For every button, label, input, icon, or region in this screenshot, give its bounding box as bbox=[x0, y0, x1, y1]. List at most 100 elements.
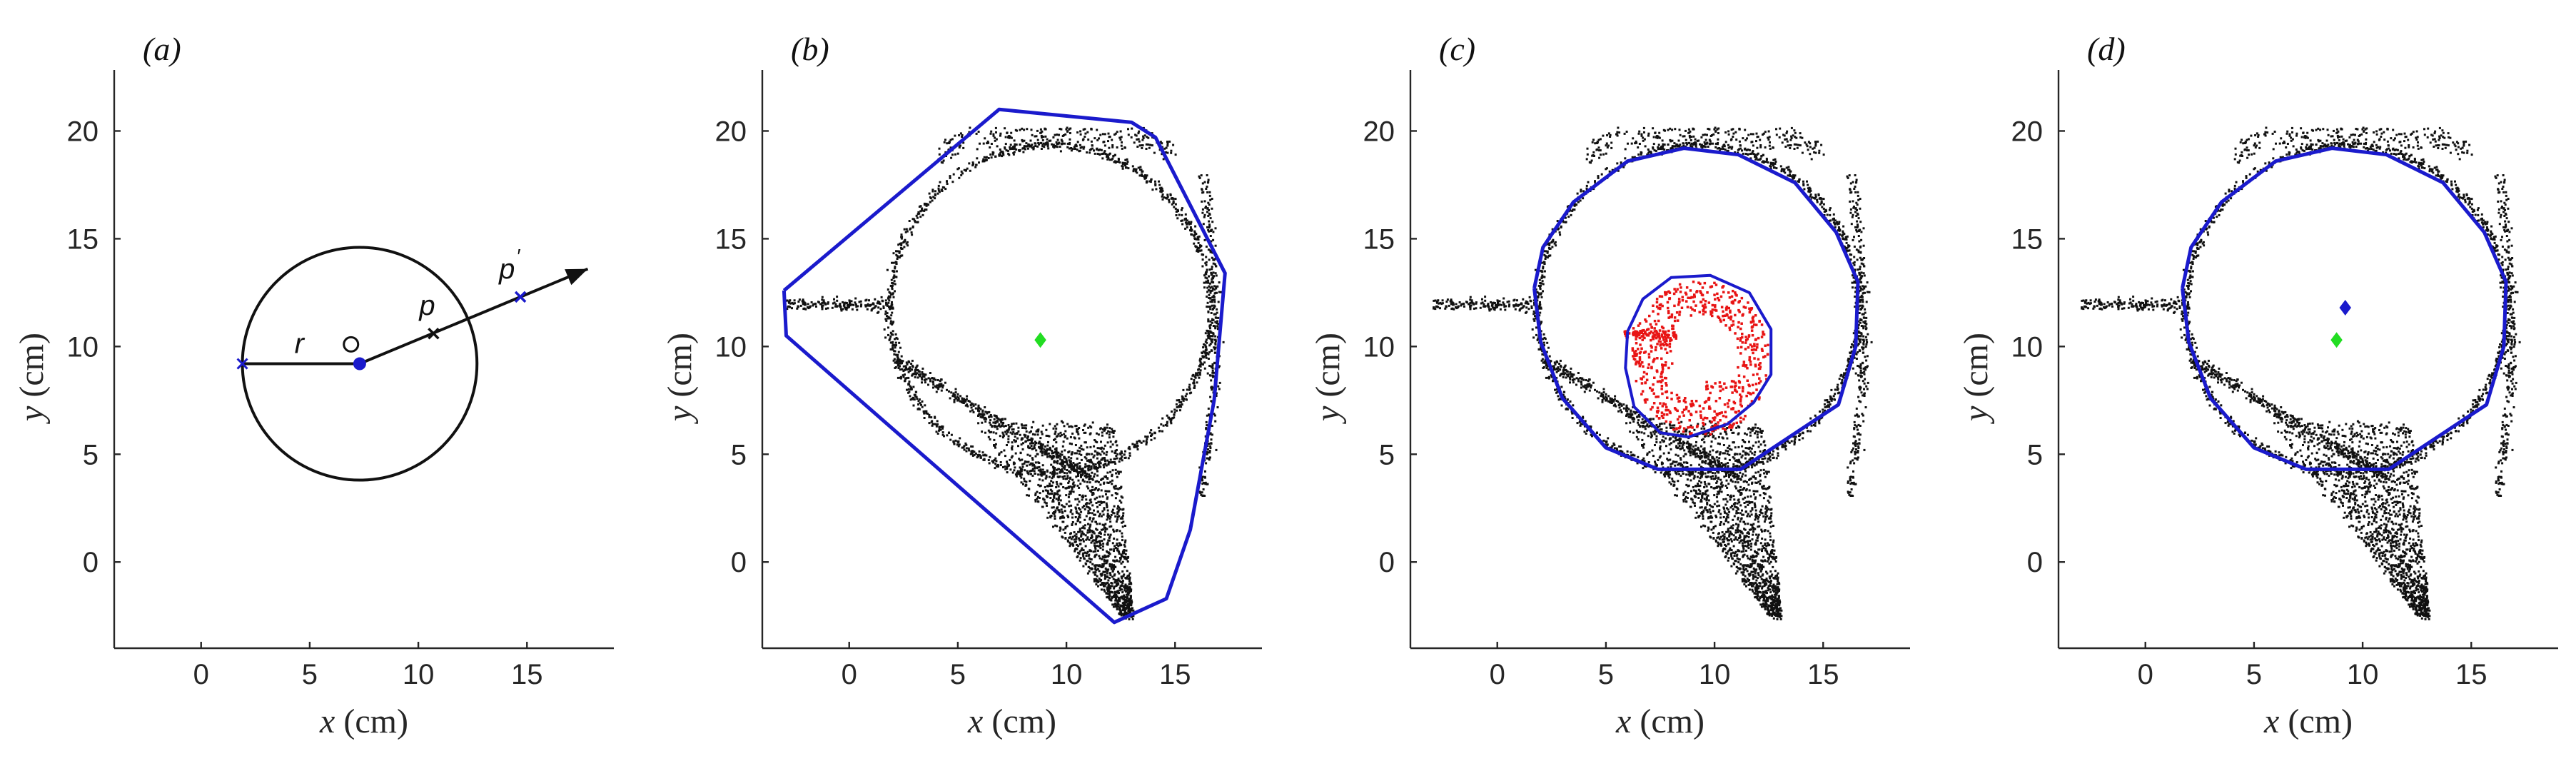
scatter-point bbox=[1060, 143, 1063, 146]
scatter-point bbox=[955, 397, 957, 400]
scatter-point bbox=[1541, 280, 1544, 283]
scatter-point bbox=[1772, 158, 1775, 161]
scatter-point bbox=[1579, 420, 1582, 423]
scatter-point bbox=[1121, 591, 1124, 594]
scatter-point bbox=[1101, 153, 1103, 155]
scatter-point bbox=[1212, 275, 1215, 278]
scatter-point bbox=[1173, 413, 1176, 416]
scatter-point bbox=[1121, 517, 1124, 520]
scatter-point bbox=[914, 376, 916, 378]
scatter-point bbox=[1103, 144, 1106, 147]
scatter-point bbox=[1012, 153, 1015, 156]
scatter-point bbox=[1202, 363, 1204, 366]
scatter-point bbox=[1119, 130, 1122, 133]
scatter-point bbox=[1116, 548, 1119, 550]
scatter-point bbox=[895, 361, 898, 364]
scatter-point bbox=[1174, 153, 1177, 156]
scatter-point bbox=[1190, 221, 1193, 223]
scatter-point bbox=[1138, 439, 1141, 442]
scatter-point bbox=[909, 227, 912, 230]
scatter-point bbox=[1074, 444, 1077, 446]
scatter-point bbox=[1809, 142, 1812, 145]
scatter-point bbox=[1098, 578, 1101, 580]
y-tick-label: 15 bbox=[67, 223, 99, 255]
scatter-point bbox=[934, 385, 936, 388]
scatter-point bbox=[1078, 507, 1080, 510]
scatter-point bbox=[821, 296, 824, 298]
scatter-point bbox=[850, 300, 853, 303]
scatter-point bbox=[1096, 457, 1098, 460]
scatter-point bbox=[1073, 470, 1076, 473]
scatter-point bbox=[1071, 451, 1074, 454]
scatter-point bbox=[921, 367, 924, 370]
scatter-point bbox=[923, 209, 926, 212]
scatter-point bbox=[971, 445, 974, 448]
scatter-point bbox=[1146, 136, 1148, 138]
scatter-point bbox=[1128, 598, 1131, 600]
scatter-point bbox=[1802, 184, 1805, 187]
scatter-point bbox=[1119, 558, 1122, 561]
scatter-point bbox=[1046, 145, 1049, 148]
scatter-point bbox=[1102, 447, 1105, 450]
scatter-point bbox=[1211, 376, 1214, 378]
scatter-point bbox=[1198, 373, 1201, 376]
scatter-point bbox=[990, 415, 993, 418]
scatter-point bbox=[1096, 447, 1099, 450]
scatter-point bbox=[1107, 552, 1110, 555]
scatter-point bbox=[898, 341, 901, 344]
scatter-point bbox=[1017, 426, 1020, 429]
scatter-point bbox=[831, 306, 834, 309]
scatter-point bbox=[1055, 141, 1058, 143]
scatter-point bbox=[1052, 475, 1055, 478]
scatter-point bbox=[989, 431, 991, 434]
scatter-point bbox=[972, 404, 975, 407]
scatter-point bbox=[1108, 537, 1111, 540]
scatter-point bbox=[1113, 568, 1115, 570]
scatter-point bbox=[951, 153, 954, 156]
scatter-point bbox=[1047, 511, 1050, 514]
scatter-point bbox=[1605, 167, 1608, 170]
scatter-point bbox=[1118, 612, 1121, 615]
scatter-point bbox=[1034, 461, 1037, 464]
scatter-point bbox=[954, 388, 957, 390]
scatter-point bbox=[1163, 196, 1166, 199]
scatter-point bbox=[1203, 238, 1206, 241]
scatter-point bbox=[996, 428, 999, 430]
scatter-point bbox=[1118, 499, 1121, 502]
scatter-point bbox=[1208, 365, 1211, 367]
scatter-point bbox=[1640, 151, 1642, 153]
scatter-point bbox=[1775, 167, 1778, 170]
scatter-point bbox=[1027, 435, 1029, 438]
scatter-point bbox=[1051, 506, 1054, 509]
scatter-point bbox=[994, 420, 997, 423]
scatter-point bbox=[1092, 456, 1095, 459]
scatter-point bbox=[1572, 404, 1575, 407]
y-tick-label: 20 bbox=[715, 116, 747, 147]
scatter-point bbox=[1205, 280, 1208, 283]
scatter-point bbox=[1128, 613, 1131, 615]
scatter-point bbox=[1114, 595, 1117, 598]
scatter-point bbox=[1838, 228, 1841, 231]
scatter-point bbox=[892, 306, 894, 309]
scatter-point bbox=[1106, 588, 1108, 591]
scatter-point bbox=[1123, 594, 1126, 597]
scatter-point bbox=[1205, 271, 1207, 274]
scatter-point bbox=[929, 197, 932, 200]
scatter-point bbox=[1153, 151, 1156, 154]
scatter-point bbox=[1214, 340, 1217, 343]
scatter-point bbox=[1099, 427, 1102, 430]
scatter-point bbox=[1011, 447, 1013, 450]
scatter-point bbox=[992, 133, 995, 136]
scatter-point bbox=[1020, 481, 1023, 484]
scatter-point bbox=[1532, 336, 1535, 339]
scatter-point bbox=[1107, 579, 1110, 582]
scatter-point bbox=[1859, 341, 1862, 343]
scatter-point bbox=[1039, 447, 1041, 449]
scatter-point bbox=[1076, 466, 1079, 469]
scatter-point bbox=[802, 299, 804, 302]
scatter-point bbox=[1158, 430, 1161, 433]
scatter-point bbox=[1806, 180, 1808, 183]
scatter-point bbox=[1153, 432, 1156, 435]
scatter-point bbox=[1066, 146, 1069, 148]
scatter-point bbox=[1108, 461, 1111, 464]
